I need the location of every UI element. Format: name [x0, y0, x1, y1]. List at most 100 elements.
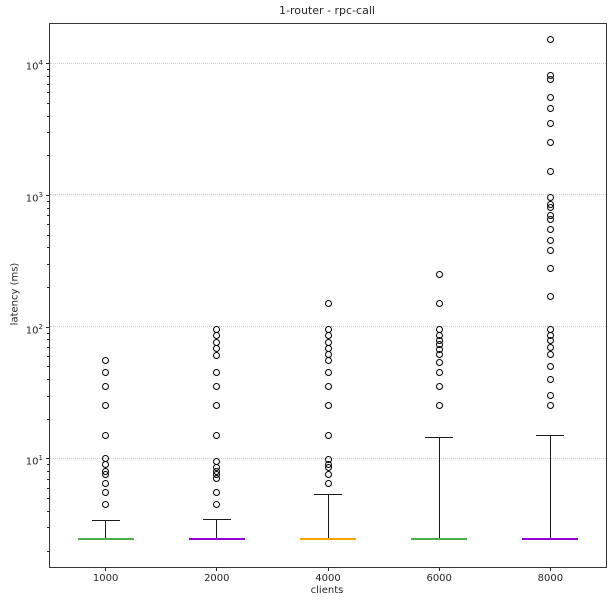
outlier-point: [324, 332, 332, 340]
y-major-tick: [46, 194, 50, 196]
outlier-point: [546, 211, 554, 219]
whisker-line: [105, 520, 107, 539]
y-axis-label: latency (ms): [9, 262, 21, 326]
outlier-point: [102, 460, 110, 468]
outlier-point: [213, 431, 221, 439]
outlier-point: [213, 326, 221, 334]
box-median-line: [411, 537, 468, 540]
whisker-line: [327, 493, 329, 539]
outlier-point: [435, 299, 443, 307]
outlier-point: [546, 402, 554, 410]
x-tick-label: 8000: [537, 573, 564, 584]
outlier-point: [102, 357, 110, 365]
outlier-point: [213, 402, 221, 410]
outlier-point: [435, 270, 443, 278]
y-minor-tick: [47, 224, 50, 226]
outlier-point: [213, 489, 221, 497]
outlier-point: [435, 359, 443, 367]
plot-area: 101 102 103 104 1000 2000 4000 6000 8000: [26, 23, 607, 584]
outlier-point: [435, 402, 443, 410]
outlier-point: [324, 479, 332, 487]
outlier-point: [546, 36, 554, 44]
outlier-point: [102, 431, 110, 439]
whisker-cap: [91, 520, 120, 522]
outlier-point: [546, 362, 554, 370]
outlier-point: [102, 402, 110, 410]
x-tick: [105, 567, 107, 571]
outlier-point: [546, 138, 554, 146]
y-minor-tick: [47, 234, 50, 236]
outlier-point: [435, 326, 443, 334]
outlier-point: [213, 345, 221, 353]
outlier-point: [546, 119, 554, 127]
y-minor-tick: [47, 471, 50, 473]
y-minor-tick: [47, 332, 50, 334]
y-minor-tick: [47, 527, 50, 529]
x-tick: [549, 567, 551, 571]
y-minor-tick: [47, 366, 50, 368]
y-minor-tick: [47, 215, 50, 217]
chart-title: 1-router - rpc-call: [279, 4, 375, 17]
outlier-point: [324, 326, 332, 334]
y-gridline: [50, 194, 606, 196]
y-tick-label: 101: [25, 454, 43, 468]
y-minor-tick: [47, 155, 50, 157]
outlier-point: [102, 479, 110, 487]
outlier-point: [546, 343, 554, 351]
x-tick-label: 4000: [315, 573, 341, 584]
outlier-point: [546, 225, 554, 233]
outlier-point: [102, 500, 110, 508]
x-tick-label: 2000: [204, 573, 230, 584]
y-minor-tick: [47, 247, 50, 249]
y-minor-tick: [47, 478, 50, 480]
outlier-point: [102, 454, 110, 462]
outlier-point: [324, 299, 332, 307]
y-minor-tick: [47, 75, 50, 77]
outlier-point: [324, 471, 332, 479]
outlier-point: [213, 383, 221, 391]
outlier-point: [213, 332, 221, 340]
y-minor-tick: [47, 102, 50, 104]
box-median-line: [188, 537, 245, 540]
outlier-point: [324, 357, 332, 365]
y-minor-tick: [47, 83, 50, 85]
x-tick-label: 6000: [426, 573, 452, 584]
outlier-point: [546, 93, 554, 101]
outlier-point: [102, 489, 110, 497]
box-median-line: [77, 537, 134, 540]
outlier-point: [213, 457, 221, 465]
y-minor-tick: [47, 207, 50, 209]
x-axis-label: clients: [310, 585, 344, 596]
y-minor-tick: [47, 69, 50, 71]
outlier-point: [435, 368, 443, 376]
outlier-point: [324, 368, 332, 376]
outlier-point: [213, 338, 221, 346]
y-minor-tick: [47, 464, 50, 466]
outlier-point: [324, 456, 332, 464]
y-minor-tick: [47, 92, 50, 94]
outlier-point: [102, 383, 110, 391]
outlier-point: [324, 345, 332, 353]
x-tick: [327, 567, 329, 571]
outlier-point: [546, 194, 554, 202]
outlier-point: [324, 383, 332, 391]
y-major-tick: [46, 63, 50, 65]
outlier-point: [213, 368, 221, 376]
y-gridline: [50, 62, 606, 64]
y-minor-tick: [47, 550, 50, 552]
y-minor-tick: [47, 347, 50, 349]
outlier-point: [546, 105, 554, 113]
outlier-point: [213, 352, 221, 360]
outlier-point: [546, 392, 554, 400]
whisker-cap: [314, 493, 342, 495]
whisker-line: [216, 519, 218, 539]
outlier-point: [546, 326, 554, 334]
y-major-tick: [46, 458, 50, 460]
y-minor-tick: [47, 131, 50, 133]
outlier-point: [546, 292, 554, 300]
y-minor-tick: [47, 355, 50, 357]
outlier-point: [324, 338, 332, 346]
y-tick-label: 102: [25, 322, 43, 336]
box-median-line: [522, 537, 579, 540]
